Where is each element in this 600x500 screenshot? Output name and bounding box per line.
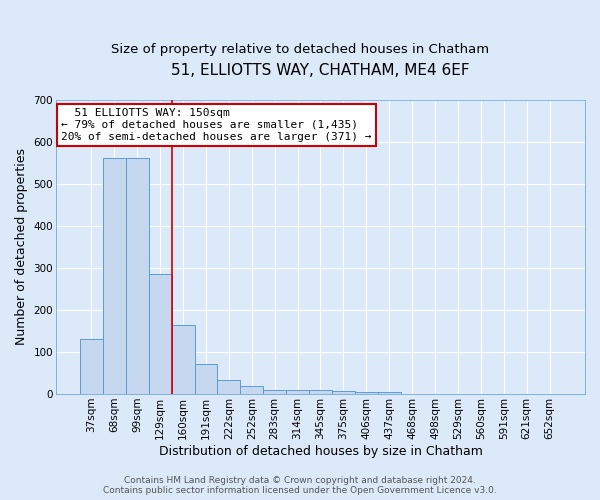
Bar [103, 158, 126, 394]
Text: Size of property relative to detached houses in Chatham: Size of property relative to detached ho… [111, 42, 489, 56]
Bar [263, 390, 286, 394]
Bar [80, 340, 103, 394]
Bar [309, 390, 332, 394]
Y-axis label: Number of detached properties: Number of detached properties [15, 148, 28, 346]
Text: Contains HM Land Registry data © Crown copyright and database right 2024.
Contai: Contains HM Land Registry data © Crown c… [103, 476, 497, 495]
Bar [217, 380, 241, 394]
Bar [332, 390, 355, 394]
Bar [126, 158, 149, 394]
Text: 51 ELLIOTTS WAY: 150sqm
← 79% of detached houses are smaller (1,435)
20% of semi: 51 ELLIOTTS WAY: 150sqm ← 79% of detache… [61, 108, 372, 142]
Bar [355, 392, 378, 394]
Bar [241, 386, 263, 394]
Bar [149, 274, 172, 394]
Bar [194, 364, 217, 394]
Title: 51, ELLIOTTS WAY, CHATHAM, ME4 6EF: 51, ELLIOTTS WAY, CHATHAM, ME4 6EF [171, 62, 470, 78]
Bar [378, 392, 401, 394]
Bar [286, 390, 309, 394]
Bar [172, 324, 194, 394]
X-axis label: Distribution of detached houses by size in Chatham: Distribution of detached houses by size … [158, 444, 482, 458]
